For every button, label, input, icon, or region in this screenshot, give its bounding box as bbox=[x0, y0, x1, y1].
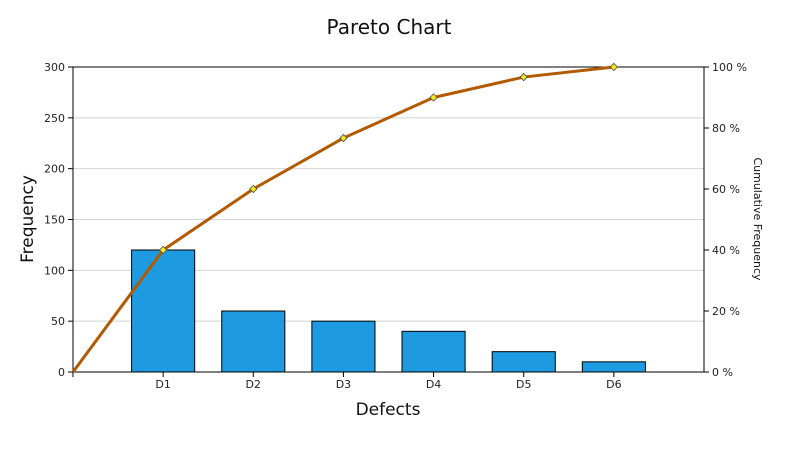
x-tick-label: D6 bbox=[606, 378, 621, 391]
y2-tick-label: 80 % bbox=[712, 122, 740, 135]
bar-D4 bbox=[401, 330, 466, 373]
x-tick-label: D4 bbox=[426, 378, 441, 391]
y-tick-label: 100 bbox=[44, 264, 65, 277]
cumulative-marker bbox=[339, 133, 348, 143]
y2-tick-label: 0 % bbox=[712, 366, 733, 379]
y2-tick-label: 20 % bbox=[712, 305, 740, 318]
y2-axis-title: Cumulative Frequency bbox=[751, 157, 764, 281]
y-tick-label: 50 bbox=[51, 315, 65, 328]
y-tick-label: 150 bbox=[44, 214, 65, 227]
cumulative-marker bbox=[429, 93, 438, 102]
x-tick-label: D5 bbox=[516, 378, 531, 391]
chart-title: Pareto Chart bbox=[327, 15, 452, 39]
plot-frame bbox=[72, 66, 705, 373]
y-tick-label: 250 bbox=[44, 112, 65, 125]
x-tick-label: D1 bbox=[155, 378, 170, 391]
y2-tick-label: 100 % bbox=[712, 61, 747, 74]
x-axis-title: Defects bbox=[356, 400, 421, 420]
plot-area: 0 50 100 150 200 250 300 0 % 20 % 40 % 60 % 80 % 100… bbox=[44, 61, 747, 391]
y2-tick-label: 60 % bbox=[712, 183, 740, 196]
bar-D6 bbox=[581, 361, 646, 373]
x-tick-label: D2 bbox=[246, 378, 261, 391]
cumulative-marker bbox=[158, 245, 168, 255]
bar-D2 bbox=[221, 310, 286, 373]
x-tick-label: D3 bbox=[336, 378, 351, 391]
bar-D3 bbox=[311, 320, 376, 373]
cumulative-marker bbox=[519, 72, 528, 82]
y2-tick-label: 40 % bbox=[712, 244, 740, 257]
cumulative-marker bbox=[249, 184, 258, 194]
y-tick-label: 0 bbox=[58, 366, 65, 379]
y-tick-label: 300 bbox=[44, 61, 65, 74]
y-tick-label: 200 bbox=[44, 163, 65, 176]
y-axis-title: Frequency bbox=[18, 175, 38, 263]
cumulative-marker bbox=[609, 62, 619, 72]
bar-D5 bbox=[491, 351, 556, 373]
bar-D1 bbox=[131, 249, 196, 373]
